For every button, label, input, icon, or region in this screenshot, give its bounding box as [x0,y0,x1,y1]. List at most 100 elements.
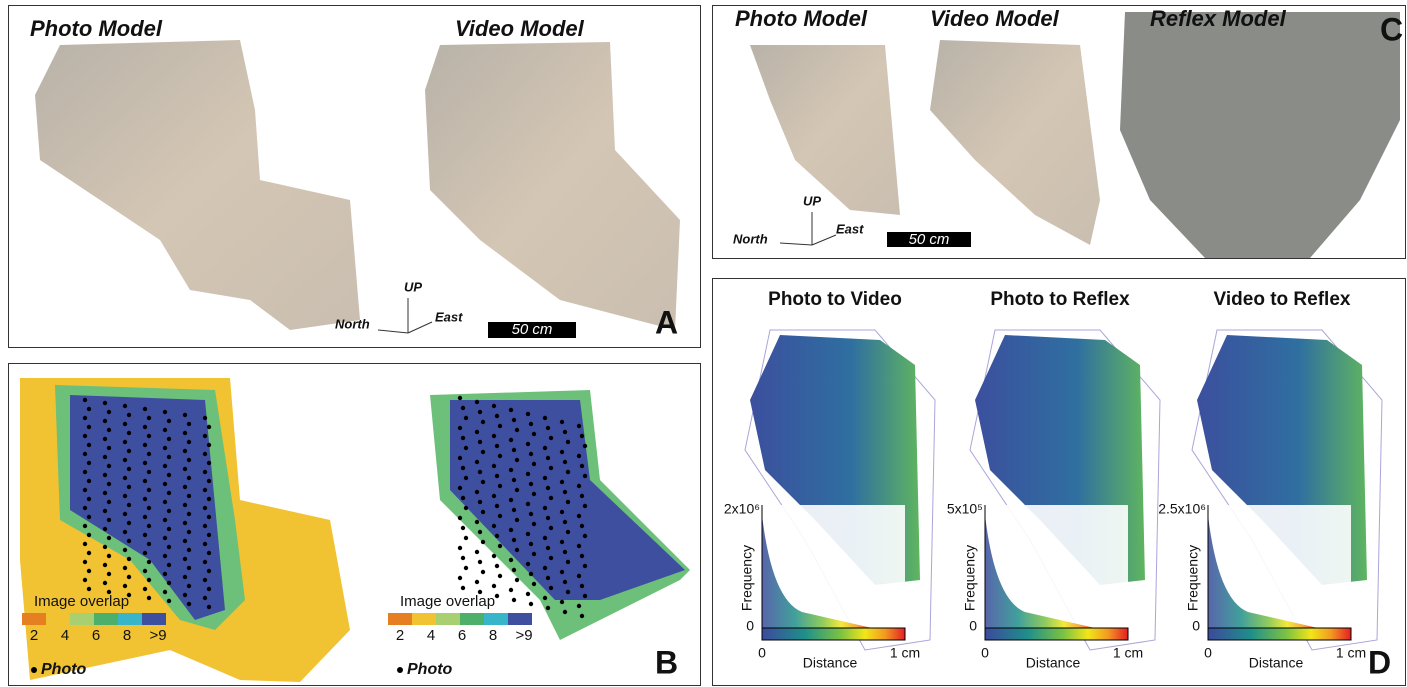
photo-point [580,464,584,468]
compass-arrow [812,235,836,245]
photo-point [143,515,147,519]
photo-point [458,396,462,400]
photo-point [458,516,462,520]
photo-point [475,400,479,404]
photo-point [183,593,187,597]
photo-point [87,569,91,573]
photo-point [143,497,147,501]
photo-point [163,590,167,594]
legend-tick-label: 4 [61,627,69,644]
photo-point [577,424,581,428]
photo-point [566,440,570,444]
photo-point [103,563,107,567]
photo-point [492,434,496,438]
photo-point [577,544,581,548]
photo-point [478,560,482,564]
photo-point [563,460,567,464]
legend-label: Photo [407,661,453,678]
photo-point [103,545,107,549]
legend-tick-label: 2 [30,627,38,644]
photo-point [563,610,567,614]
x-axis-title: Distance [1249,655,1304,671]
photo-point [509,408,513,412]
photo-point [143,479,147,483]
photo-point [478,500,482,504]
photo-point [147,488,151,492]
photo-point [478,410,482,414]
photo-point [103,527,107,531]
photo-model [750,45,900,215]
photo-point [495,504,499,508]
photo-point [127,413,131,417]
photo-point [107,410,111,414]
photo-point [187,512,191,516]
photo-point [566,530,570,534]
legend-tick-label: 4 [427,627,435,644]
photo-point [546,546,550,550]
photo-point [543,536,547,540]
photo-point [583,474,587,478]
photo-point [577,514,581,518]
photo-point [163,536,167,540]
photo-point [127,521,131,525]
photo-point [464,566,468,570]
photo-point [203,596,207,600]
photo-point [580,554,584,558]
photo-point [143,569,147,573]
photo-point [566,590,570,594]
photo-point [512,448,516,452]
photo-point [107,572,111,576]
photo-point [532,432,536,436]
photo-point [515,488,519,492]
photo-point [481,420,485,424]
photo-point [563,520,567,524]
photo-point [187,440,191,444]
photo-point [515,428,519,432]
photo-point [207,605,211,609]
photo-point [515,518,519,522]
photo-point [458,546,462,550]
photo-point [187,476,191,480]
photo-point [123,422,127,426]
photo-point [127,539,131,543]
y-max-label: 2.5x10⁶ [1158,501,1206,517]
photo-point [123,494,127,498]
compass-arrow [378,330,408,333]
map-title: Photo to Reflex [990,289,1130,310]
compass-label: East [836,221,864,236]
figure: Photo Model Video Model UP North East 50… [0,0,1407,687]
photo-point [203,524,207,528]
photo-point [546,606,550,610]
photo-point [509,588,513,592]
photo-point [207,569,211,573]
photo-point [107,482,111,486]
photo-point [183,467,187,471]
photo-point [207,443,211,447]
colorbar [762,628,905,640]
photo-point [183,413,187,417]
panel-label: B [655,644,678,680]
photo-point [577,574,581,578]
panel-label: C [1380,11,1403,47]
photo-point [546,576,550,580]
model-title: Video Model [930,6,1060,31]
photo-point [563,430,567,434]
photo-point [529,542,533,546]
photo-point [143,407,147,411]
photo-point [461,526,465,530]
compass-arrow [780,243,812,245]
photo-point [87,461,91,465]
photo-point [560,450,564,454]
photo-point [167,473,171,477]
y-axis-title: Frequency [1185,545,1201,611]
photo-point [495,444,499,448]
photo-point [509,468,513,472]
photo-point [207,551,211,555]
photo-point [532,582,536,586]
photo-point [103,455,107,459]
photo-point [203,470,207,474]
model-title: Reflex Model [1150,6,1287,31]
photo-point [147,578,151,582]
photo-point [461,586,465,590]
photo-point [147,470,151,474]
